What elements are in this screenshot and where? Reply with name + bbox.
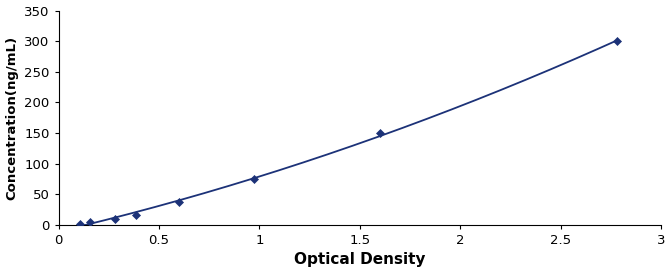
X-axis label: Optical Density: Optical Density [294, 253, 425, 268]
Y-axis label: Concentration(ng/mL): Concentration(ng/mL) [5, 36, 19, 200]
